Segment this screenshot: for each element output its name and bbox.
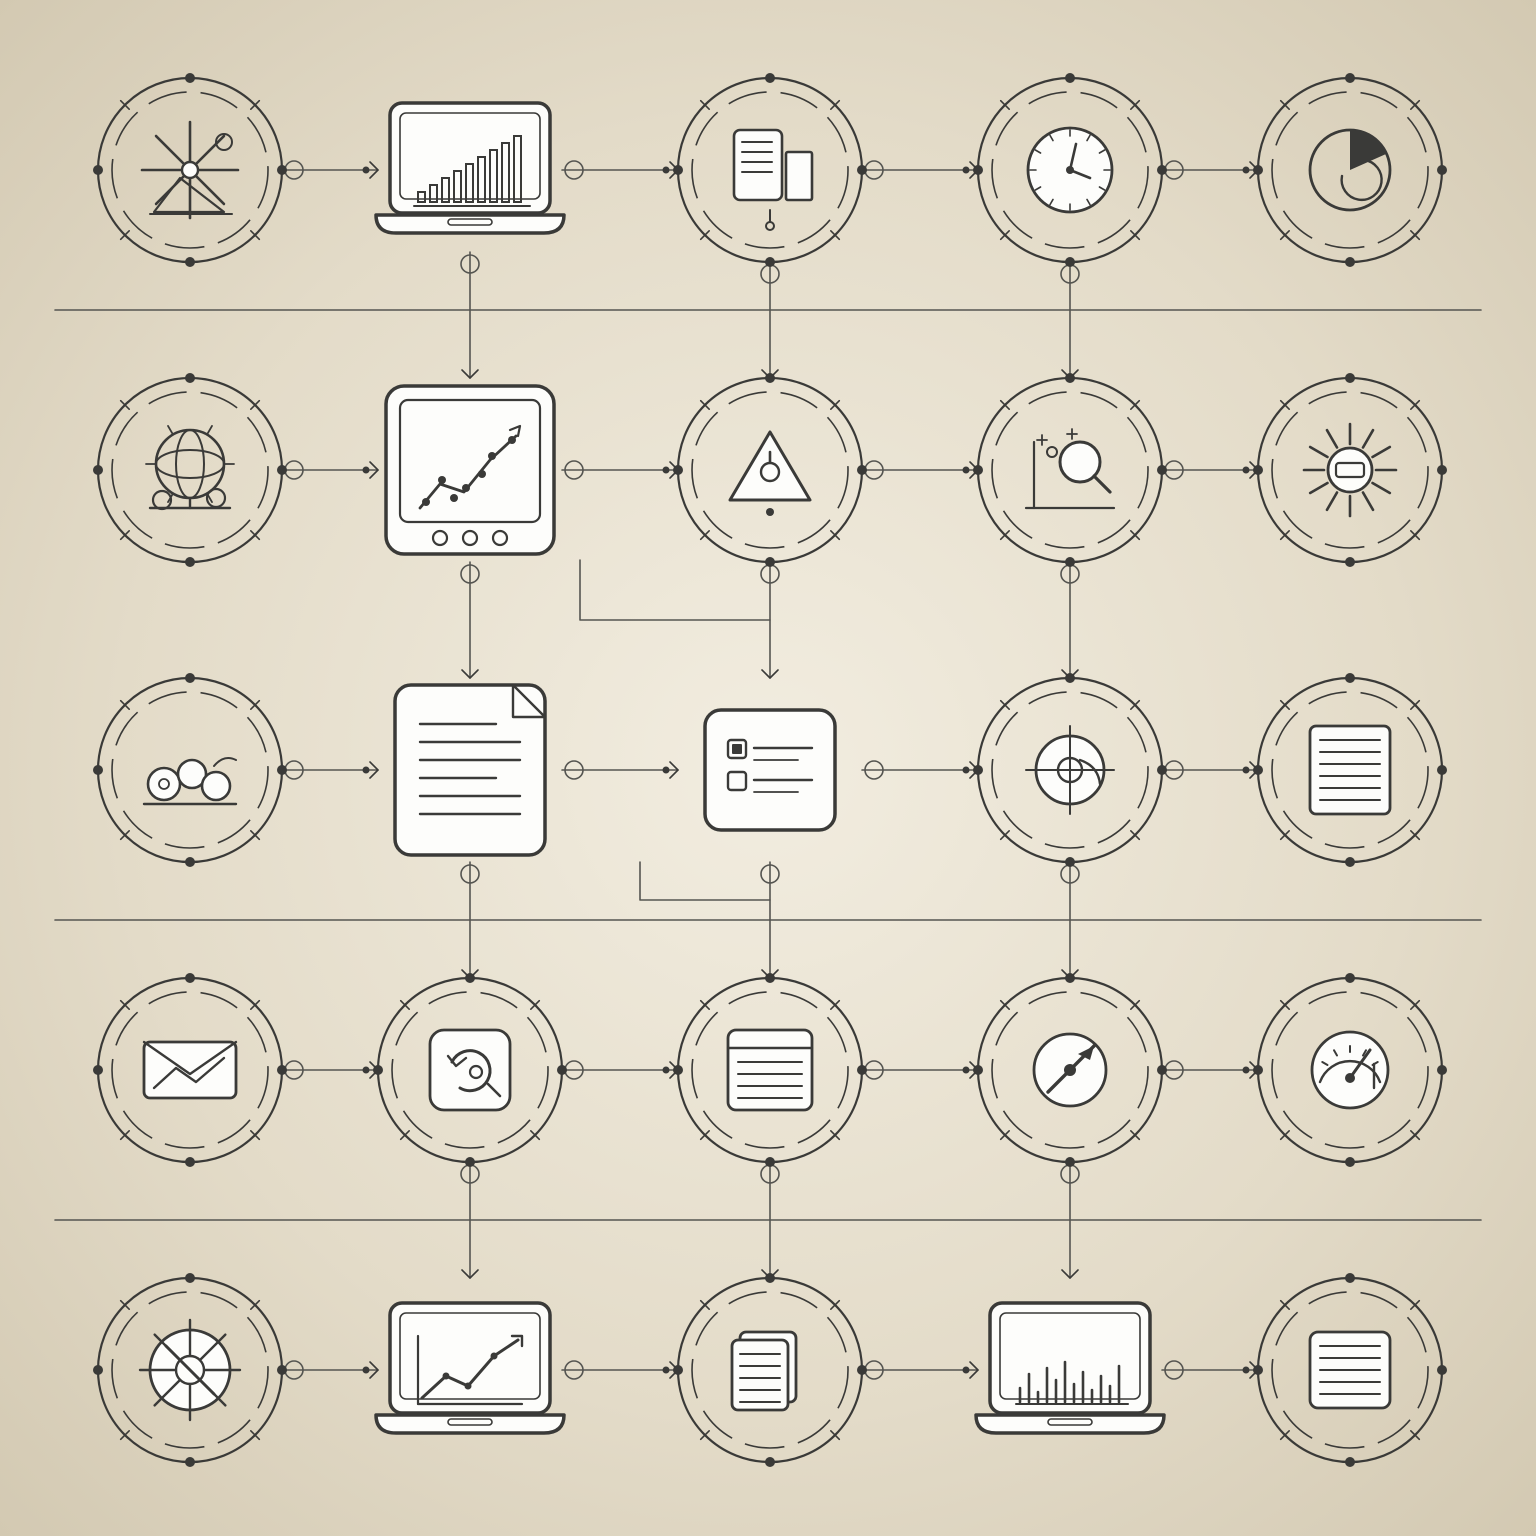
compass-star-icon <box>142 122 238 218</box>
memo-lines-icon <box>1310 1332 1390 1408</box>
clock-dial-icon <box>1028 128 1112 212</box>
magnify-sparkle-icon <box>1026 429 1114 508</box>
node-compass-star <box>93 73 287 267</box>
node-envelope-chart <box>93 973 287 1167</box>
compass-needle-icon <box>1034 1034 1106 1106</box>
node-memo-lines <box>1253 1273 1447 1467</box>
node-bar-chart-thin <box>976 1303 1164 1433</box>
lined-note-icon <box>1310 726 1390 814</box>
window-lines-icon <box>728 1030 812 1110</box>
node-document-lines <box>395 685 545 855</box>
node-trend-scatter <box>386 386 554 554</box>
node-target-mark <box>973 673 1167 867</box>
node-magnify-sparkle <box>973 373 1167 567</box>
node-globe-spokes <box>93 373 287 567</box>
node-window-lines <box>673 973 867 1167</box>
node-report-doc <box>673 73 867 267</box>
node-warning-triangle <box>673 373 867 567</box>
wheel-spokes-icon <box>140 1320 240 1420</box>
node-gauge-dial <box>1253 973 1447 1167</box>
target-mark-icon <box>1026 726 1114 814</box>
node-refresh-loop <box>373 973 567 1167</box>
node-wheel-spokes <box>93 1273 287 1467</box>
refresh-loop-icon <box>430 1030 510 1110</box>
node-pie-swirl <box>1253 73 1447 267</box>
node-lined-note <box>1253 673 1447 867</box>
node-clock-dial <box>973 73 1167 267</box>
sun-burst-icon <box>1304 424 1396 516</box>
node-line-chart-up <box>376 1303 564 1433</box>
node-checklist <box>705 710 835 830</box>
pie-swirl-icon <box>1310 130 1390 210</box>
envelope-chart-icon <box>144 1042 236 1098</box>
bubble-trio-icon <box>144 758 236 804</box>
node-doc-stack <box>673 1273 867 1467</box>
gauge-dial-icon <box>1312 1032 1388 1108</box>
doc-stack-icon <box>732 1332 796 1410</box>
globe-spokes-icon <box>146 426 234 509</box>
warning-triangle-icon <box>730 432 810 516</box>
node-sun-burst <box>1253 373 1447 567</box>
icon-flow-grid <box>0 0 1536 1536</box>
node-compass-needle <box>973 973 1167 1167</box>
node-bar-chart-ascending <box>376 103 564 233</box>
report-doc-icon <box>734 130 812 230</box>
node-bubble-trio <box>93 673 287 867</box>
